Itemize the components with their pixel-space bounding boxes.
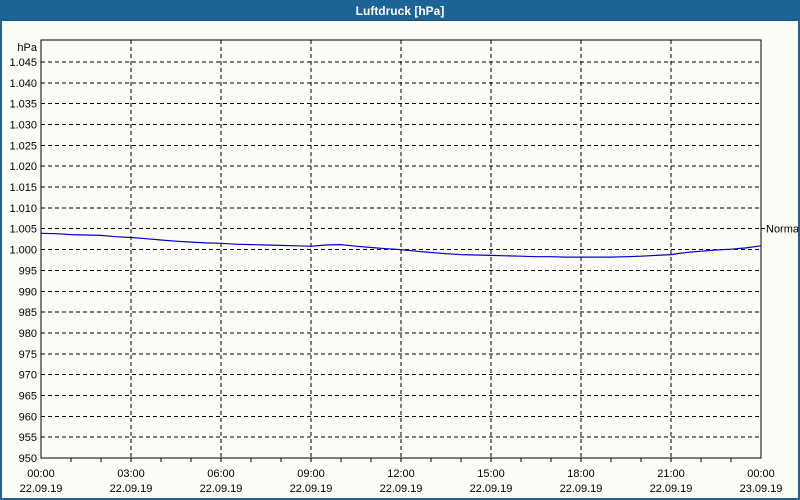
pressure-series-line (40, 232, 762, 258)
x-tick-time-label: 00:00 (747, 468, 775, 480)
y-tick-label: 1.025 (9, 140, 37, 152)
data-series (40, 232, 762, 258)
x-axis-labels: 00:00 22.09.19 03:00 22.09.19 06:00 22.09.19 0… (20, 468, 783, 495)
x-tick-time-label: 21:00 (657, 468, 685, 480)
x-tick-time-label: 06:00 (207, 468, 235, 480)
y-tick-label: 1.005 (9, 224, 37, 236)
x-tick-time-label: 18:00 (567, 468, 595, 480)
x-tick-time-label: 03:00 (117, 468, 145, 480)
y-tick-label: 955 (19, 432, 37, 444)
window-title: Luftdruck [hPa] (355, 4, 445, 18)
y-tick-label: 965 (19, 390, 37, 402)
y-tick-label: 1.015 (9, 182, 37, 194)
gridlines (41, 40, 761, 458)
x-tick-time-label: 12:00 (387, 468, 415, 480)
x-tick-date-label: 22.09.19 (470, 483, 513, 495)
x-tick-time-label: 09:00 (297, 468, 325, 480)
x-tick-date-label: 22.09.19 (650, 483, 693, 495)
x-tick-date-label: 22.09.19 (20, 483, 63, 495)
x-tick-time-label: 15:00 (477, 468, 505, 480)
x-tick-time-label: 00:00 (27, 468, 55, 480)
x-axis-ticks (70, 458, 732, 462)
y-tick-label: 980 (19, 328, 37, 340)
pressure-chart-plot: 1.045 1.040 1.035 1.030 1.025 1.020 1.015 1.010… (9, 39, 798, 495)
y-tick-label: 990 (19, 286, 37, 298)
y-tick-label: 950 (19, 453, 37, 465)
y-tick-label: 1.030 (9, 120, 37, 132)
x-tick-date-label: 22.09.19 (110, 483, 153, 495)
y-tick-label: 1.020 (9, 161, 37, 173)
x-tick-date-label: 22.09.19 (380, 483, 423, 495)
x-tick-date-label: 22.09.19 (200, 483, 243, 495)
y-axis-labels: 1.045 1.040 1.035 1.030 1.025 1.020 1.015 1.010… (9, 57, 37, 465)
y-tick-label: 1.045 (9, 57, 37, 69)
y-tick-label: 960 (19, 411, 37, 423)
pressure-chart: 1.045 1.040 1.035 1.030 1.025 1.020 1.015 1.010… (2, 21, 798, 498)
x-tick-date-label: 23.09.19 (740, 483, 783, 495)
y-tick-label: 1.040 (9, 78, 37, 90)
x-tick-date-label: 22.09.19 (290, 483, 333, 495)
window-titlebar[interactable]: Luftdruck [hPa] (2, 2, 798, 21)
normal-marker: Normal (761, 224, 798, 236)
y-tick-label: 1.000 (9, 245, 37, 257)
y-tick-label: 970 (19, 370, 37, 382)
y-tick-label: 1.035 (9, 99, 37, 111)
x-tick-date-label: 22.09.19 (560, 483, 603, 495)
y-tick-label: 1.010 (9, 203, 37, 215)
y-tick-label: 985 (19, 307, 37, 319)
y-axis-unit-label: hPa (17, 42, 37, 54)
normal-marker-label: Normal (766, 224, 798, 236)
y-tick-label: 995 (19, 265, 37, 277)
y-tick-label: 975 (19, 349, 37, 361)
